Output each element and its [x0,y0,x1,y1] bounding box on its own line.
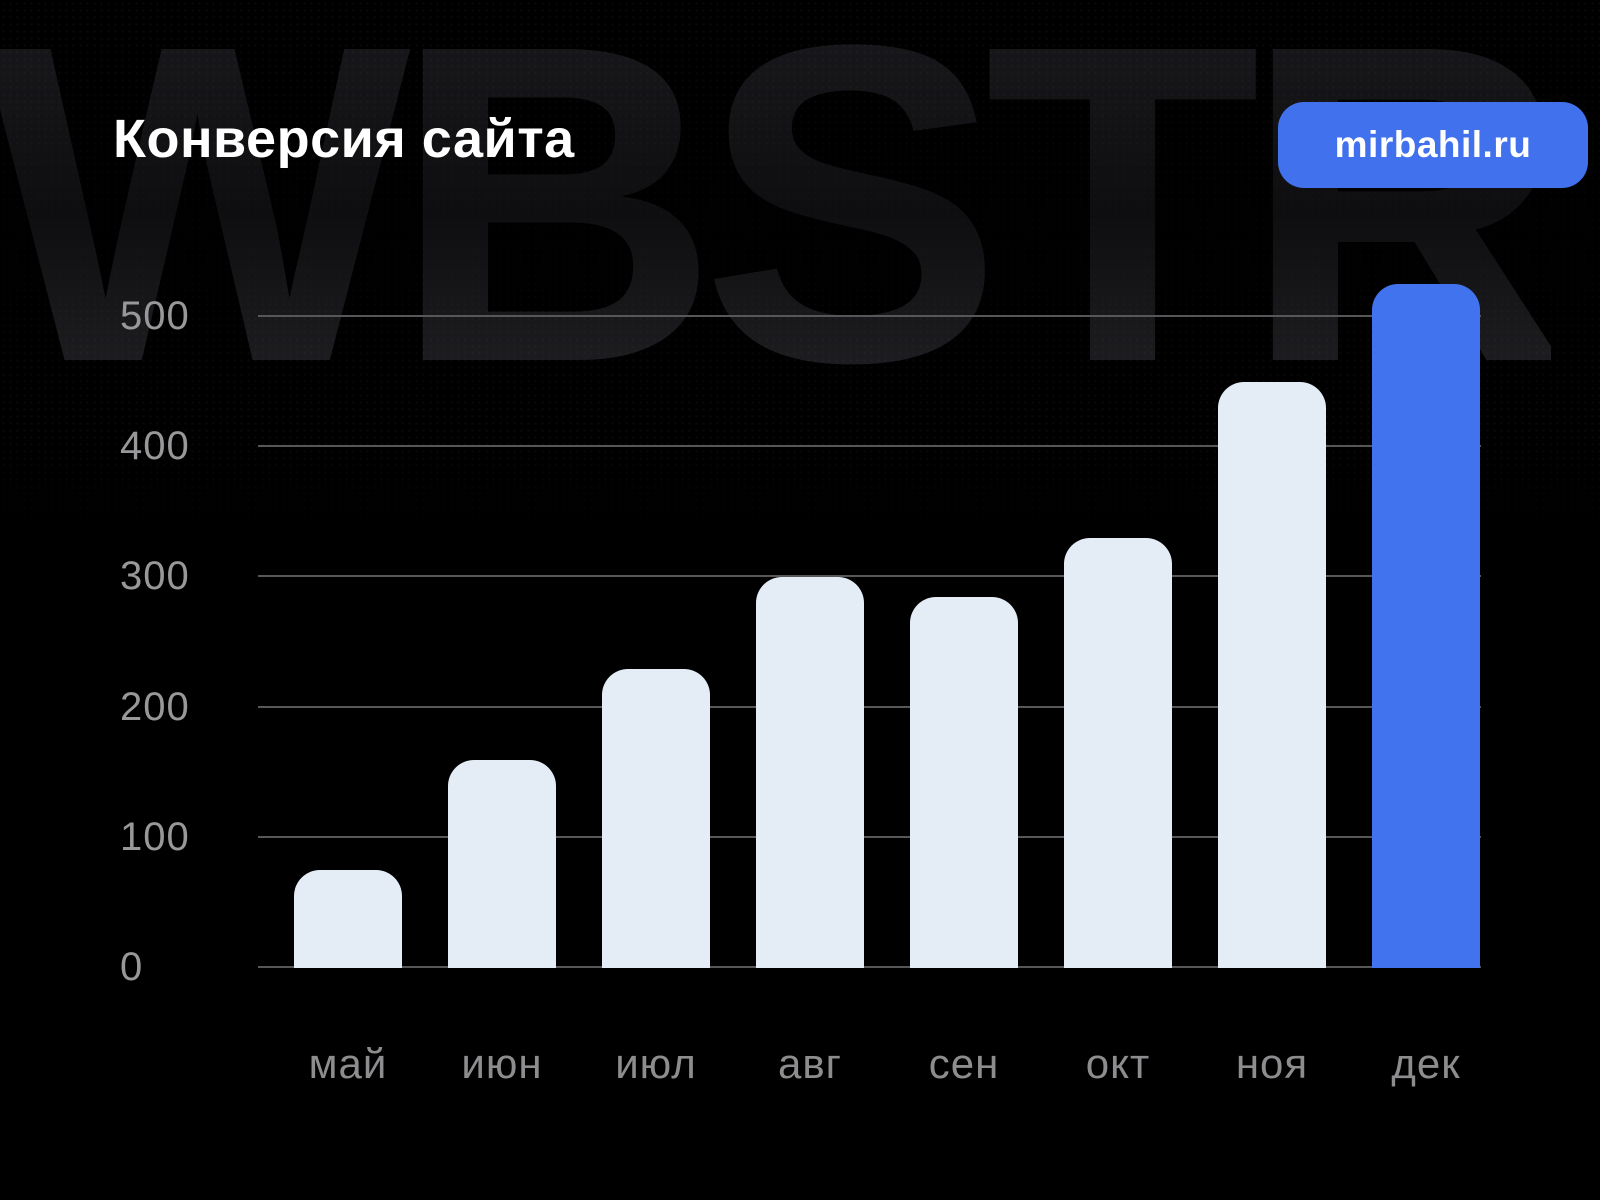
x-axis-tick-label: авг [778,1040,842,1087]
x-axis-tick-label: ноя [1235,1040,1309,1087]
bar-окт [1064,538,1172,968]
site-url-label: mirbahil.ru [1334,124,1532,165]
bar-сен [910,596,1018,968]
x-axis-tick-label: окт [1085,1040,1151,1087]
y-axis-tick-label: 400 [120,424,190,469]
site-url-badge[interactable]: mirbahil.ru [1278,102,1588,188]
gridline-100 [258,835,1481,838]
y-axis-tick-label: 100 [120,814,190,859]
x-axis-tick-label: май [308,1040,388,1087]
gridline-200 [258,705,1481,708]
gridline-400 [258,445,1481,448]
y-axis-tick-label: 300 [120,554,190,599]
y-axis-tick-label: 500 [120,294,190,338]
x-axis-tick-label: дек [1391,1040,1461,1087]
bar-ноя [1218,382,1326,968]
bar-дек [1372,284,1480,968]
y-axis-tick-label: 0 [120,945,144,989]
gridline-0 [258,966,1481,968]
bar-май [294,870,402,968]
x-axis-tick-label: июн [461,1040,543,1087]
page-title: Конверсия сайта [113,109,575,169]
y-axis-tick-label: 200 [120,684,190,729]
x-axis-tick-label: сен [928,1040,1000,1087]
bar-авг [756,577,864,968]
gridline-500 [258,315,1481,317]
x-axis-tick-label: июл [615,1040,697,1087]
bar-июн [448,759,556,968]
gridline-300 [258,575,1481,578]
bar-июл [602,668,710,968]
watermark-text: WBSTR [0,0,1569,429]
